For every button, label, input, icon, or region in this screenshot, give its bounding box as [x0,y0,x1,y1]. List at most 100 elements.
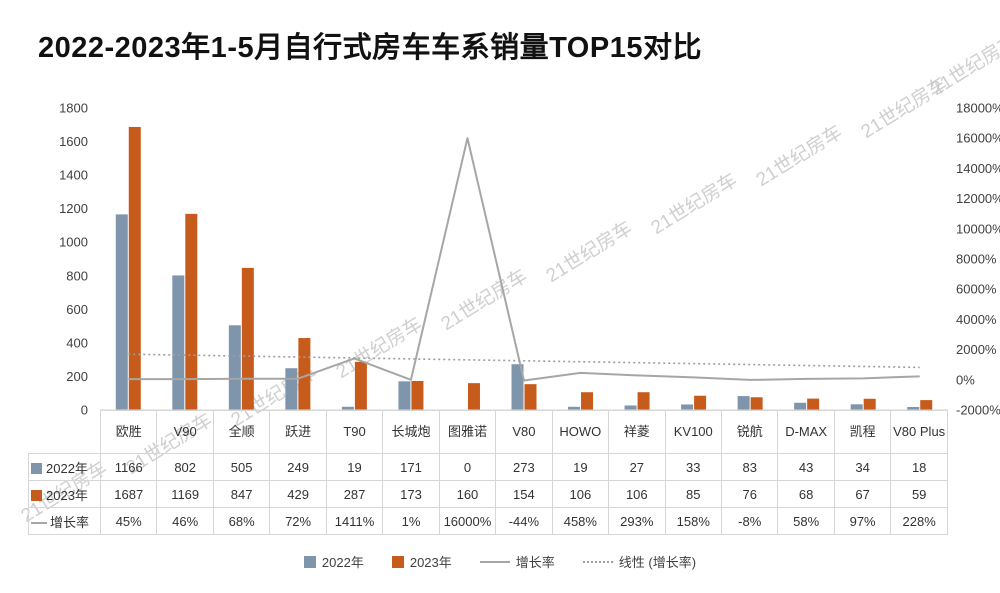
bar-2023 [128,126,141,410]
bar-2023 [467,383,480,410]
table-cell: 34 [833,453,892,481]
table-cell: 293% [608,507,666,535]
legend-label-2023: 2023年 [409,555,452,570]
trend-line [128,353,920,369]
category-header: 跃进 [269,410,327,454]
table-cell: 45% [99,507,158,535]
bar-2022 [624,405,637,410]
bar-2022 [285,368,298,410]
table-cell: 18 [890,453,948,481]
category-header: HOWO [551,410,610,454]
right-axis-tick-label: 0% [956,372,975,387]
category-header: 祥菱 [608,410,666,454]
legend-dotted-line-icon [582,560,613,563]
bar-2022 [907,406,920,410]
table-cell: -8% [720,507,779,535]
table-cell: 1687 [99,480,158,508]
table-cell: 802 [156,453,214,481]
category-header: KV100 [664,410,722,454]
left-axis-tick-label: 1000 [59,235,88,250]
legend-item-trend: 线性 (增长率) [582,552,697,571]
table-cell: 33 [664,453,722,481]
table-cell: 1169 [156,480,214,508]
category-header: 凯程 [833,410,892,454]
right-axis-tick-label: 8000% [956,252,997,267]
right-axis-tick-label: 6000% [956,282,997,297]
right-axis-tick-label: 10000% [956,221,1000,236]
bar-2022 [115,214,128,410]
bar-2023 [411,380,424,410]
bar-2023 [581,392,594,410]
table-cell: 46% [156,507,214,535]
bar-2023 [185,213,198,410]
chart-plot-area: 1800 1600 1400 1200 1000 800 600 400 200 0 18000% 1… [59,101,1000,418]
series-row-header: 2022年 [28,453,101,481]
legend-label-growth: 增长率 [515,555,555,570]
category-header: T90 [325,410,384,454]
right-axis-tick-label: 4000% [956,312,997,327]
category-header: V80 [495,410,553,454]
table-cell: 847 [212,480,271,508]
right-axis-tick-label: 16000% [956,131,1000,146]
category-header: V80 Plus [890,410,948,454]
series-name: 2023年 [46,487,88,503]
bar-2023 [524,384,537,410]
bar-2023 [807,398,820,410]
watermark-text: 21世纪房车 [927,30,1000,101]
chart-title: 2022-2023年1-5月自行式房车车系销量TOP15对比 [38,32,702,64]
category-header: 图雅诺 [438,410,497,454]
category-header: 锐航 [720,410,779,454]
right-axis-tick-label: 18000% [956,101,1000,116]
table-cell: 19 [325,453,384,481]
bar-2022 [511,364,524,410]
growth-rate-line [128,137,920,382]
right-axis-tick-label: 12000% [956,191,1000,206]
bar-2023 [694,395,707,410]
legend-square-2023-icon [391,555,404,568]
table-row: 2022年 1166 802 505 249 19 171 0 273 19 27 33 83 43 34 1… [28,453,948,481]
table-cell: 68% [212,507,271,535]
bar-2022 [850,404,863,410]
table-cell: 72% [269,507,327,535]
series-row-header: 增长率 [28,507,101,535]
table-cell: 16000% [438,507,497,535]
table-cell: 0 [438,453,497,481]
table-cell: 85 [664,480,722,508]
legend-label-trend: 线性 (增长率) [618,555,697,570]
table-row: 增长率 45% 46% 68% 72% 1411% 1% 16000% -44% 458% 293%… [28,507,948,535]
category-header: 长城炮 [382,410,440,454]
left-axis-tick-label: 1200 [59,201,88,216]
table-cell: 160 [438,480,497,508]
category-header: V90 [156,410,214,454]
legend-line-icon [479,560,510,563]
table-cell: 505 [212,453,271,481]
chart-legend: 2022年 2023年 增长率 线性 (增长率) [0,552,1000,571]
data-table: 欧胜 V90 全顺 跃进 T90 长城炮 图雅诺 V80 HOWO 祥菱 KV100 锐航 D-MAX 凯… [28,410,948,535]
bar-2022 [794,402,807,410]
table-cell: 106 [551,480,610,508]
bar-2023 [354,361,367,410]
bar-2022 [341,406,354,410]
table-cell: 59 [890,480,948,508]
bar-2022 [398,381,411,410]
series-name: 2022年 [46,460,88,476]
table-cell: 58% [777,507,835,535]
table-cell: 287 [325,480,384,508]
bar-2023 [241,267,254,410]
bar-2023 [920,400,933,410]
legend-item-2023: 2023年 [391,552,452,571]
table-cell: 68 [777,480,835,508]
right-axis-tick-label: 2000% [956,342,997,357]
table-cell: 43 [777,453,835,481]
bar-2022 [737,396,750,410]
bar-2022 [681,404,694,410]
category-header: 欧胜 [99,410,158,454]
left-axis-tick-label: 600 [66,302,88,317]
table-row: 2023年 1687 1169 847 429 287 173 160 154 106 106 85 7… [28,480,948,508]
table-cell: 97% [833,507,892,535]
left-axis-tick-label: 1600 [59,134,88,149]
table-cell: 67 [833,480,892,508]
table-corner-cell [28,410,101,454]
left-axis-tick-label: 1800 [59,101,88,116]
